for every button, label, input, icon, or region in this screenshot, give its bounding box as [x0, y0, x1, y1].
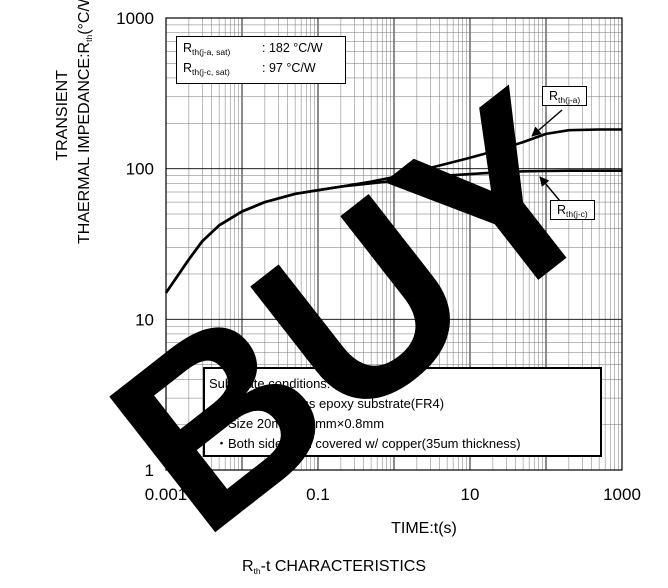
y-axis-title: TRANSIENT THAERMAL IMPEDANCE:Rth(°C/W) [52, 0, 97, 244]
arrow-rth-ja [531, 109, 563, 137]
arrow-rth-jc [539, 176, 561, 202]
info-jc-main: R [183, 61, 193, 75]
caption-sub: th [253, 566, 261, 576]
y-tick-label: 1 [145, 461, 154, 480]
info-jc-value: : 97 °C/W [262, 61, 316, 75]
y-axis-title-line1: TRANSIENT [54, 69, 71, 161]
y-axis-title-sub: th [84, 34, 94, 42]
y-axis-title-line2: THAERMAL IMPEDANCE:Rth(°C/W) [74, 0, 97, 244]
x-tick-label: 10 [461, 485, 480, 504]
info-ja-main: R [183, 41, 193, 55]
chart-caption: Rth-t CHARACTERISTICS [0, 558, 668, 576]
callout-jc-main: R [557, 203, 567, 217]
x-tick-label: 0.1 [306, 485, 330, 504]
info-ja-value: : 182 °C/W [262, 41, 323, 55]
info-ja-sub: th(j-a, sat) [192, 47, 231, 57]
info-jc-sub: th(j-c, sat) [192, 67, 230, 77]
substrate-item-size: ・Size 20mm×20mm×0.8mm [215, 416, 385, 431]
saturation-info-box: Rth(j-a, sat) : 182 °C/W Rth(j-c, sat) :… [176, 36, 346, 84]
callout-ja-sub: th(j-a) [558, 95, 581, 105]
x-axis-title: TIME:t(s) [391, 520, 457, 537]
x-tick-label: 1000 [603, 485, 641, 504]
series-layer [164, 128, 622, 294]
series-line-rth-jc [164, 169, 622, 294]
tick-labels: 0.001 0.1 10 1000 1 10 100 1000 [116, 9, 641, 504]
y-axis-title-unit: (°C/W) [76, 0, 93, 35]
x-tick-label: 0.001 [145, 485, 188, 504]
caption-main: R [242, 558, 254, 575]
plot-frame [165, 17, 623, 471]
y-tick-label: 100 [126, 160, 154, 179]
callout-arrows [531, 109, 563, 202]
callout-rth-ja: Rth(j-a) [542, 86, 588, 106]
y-tick-label: 1000 [116, 9, 154, 28]
substrate-item-material: ・Material : glass epoxy substrate(FR4) [215, 396, 445, 411]
callout-rth-jc: Rth(j-c) [550, 200, 595, 220]
info-row-jc: Rth(j-c, sat) : 97 °C/W [183, 59, 339, 79]
substrate-title: Substrate conditions: [209, 376, 331, 391]
caption-rest: -t CHARACTERISTICS [260, 558, 426, 575]
callout-ja-main: R [549, 89, 559, 103]
y-tick-label: 10 [135, 310, 154, 329]
callout-jc-sub: th(j-c) [566, 209, 588, 219]
y-axis-title-main: THAERMAL IMPEDANCE:R [76, 41, 93, 244]
info-row-ja: Rth(j-a, sat) : 182 °C/W [183, 39, 339, 59]
substrate-item-copper: ・Both side is all covered w/ copper(35um… [215, 436, 521, 451]
substrate-conditions-box: Substrate conditions: ・Material : glass … [203, 367, 602, 457]
